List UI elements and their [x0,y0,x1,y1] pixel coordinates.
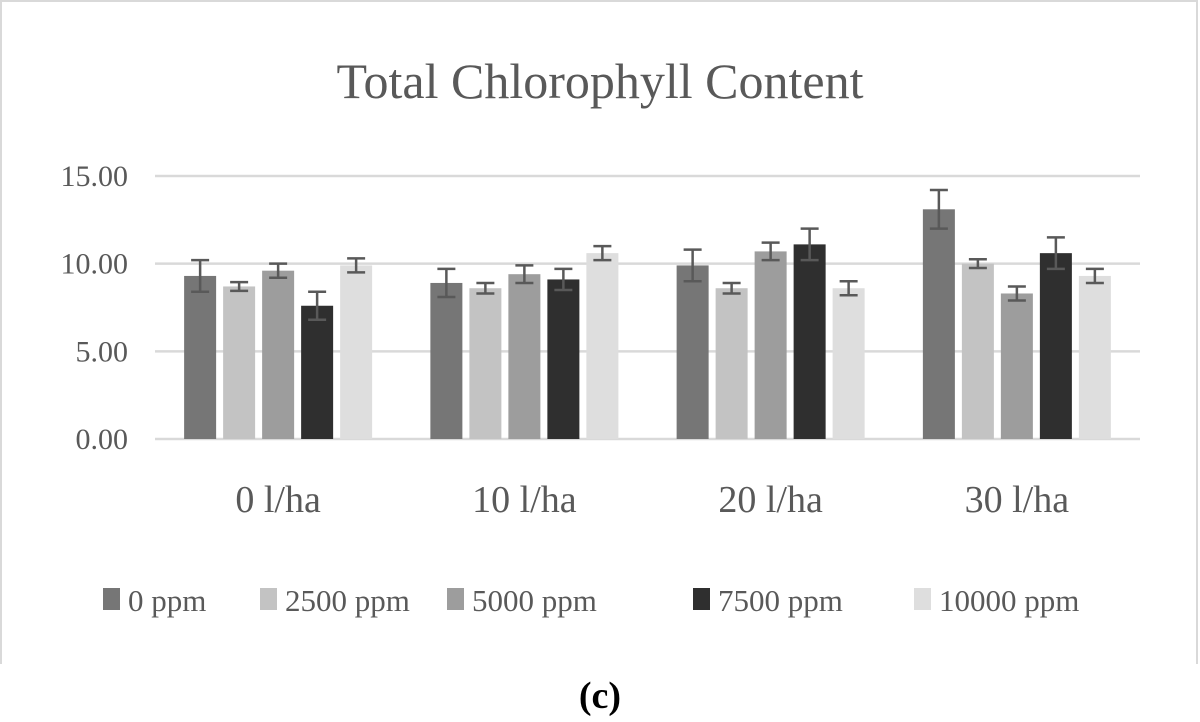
bar [922,209,955,439]
bar [1039,253,1072,439]
bar [184,275,217,439]
bar [469,288,502,439]
x-tick-label: 30 l/ha [965,479,1070,521]
legend-label: 0 ppm [128,583,206,618]
legend-label: 7500 ppm [718,583,843,618]
chart-title: Total Chlorophyll Content [336,53,863,109]
bar [262,270,295,439]
figure-caption: (c) [578,675,622,717]
legend-swatch [693,588,710,610]
legend-label: 10000 ppm [939,583,1079,618]
x-tick-label: 10 l/ha [472,479,577,521]
legend-swatch [914,588,931,610]
bar [961,263,994,439]
y-tick-label: 10.00 [61,248,129,281]
bar [223,286,256,439]
bar [430,282,463,439]
y-tick-label: 0.00 [76,423,129,456]
bar [508,274,541,439]
legend-swatch [103,588,120,610]
x-tick-label: 20 l/ha [718,479,823,521]
bar [301,305,334,439]
bar [754,251,787,439]
y-tick-label: 5.00 [76,335,129,368]
bar [715,288,748,439]
bar [1000,293,1033,439]
chart-svg: Total Chlorophyll Content 0.00 5.00 10.00 15… [61,53,1140,618]
y-tick-label: 15.00 [61,160,129,193]
legend-label: 2500 ppm [285,583,410,618]
bar [676,265,709,439]
x-tick-label: 0 l/ha [235,479,321,521]
bar [793,244,826,439]
legend-swatch [260,588,277,610]
bar [340,265,373,439]
bar [1078,275,1111,439]
legend-label: 5000 ppm [472,583,597,618]
legend-swatch [447,588,464,610]
bar [547,279,580,439]
bar [832,288,865,439]
bar [586,253,619,439]
